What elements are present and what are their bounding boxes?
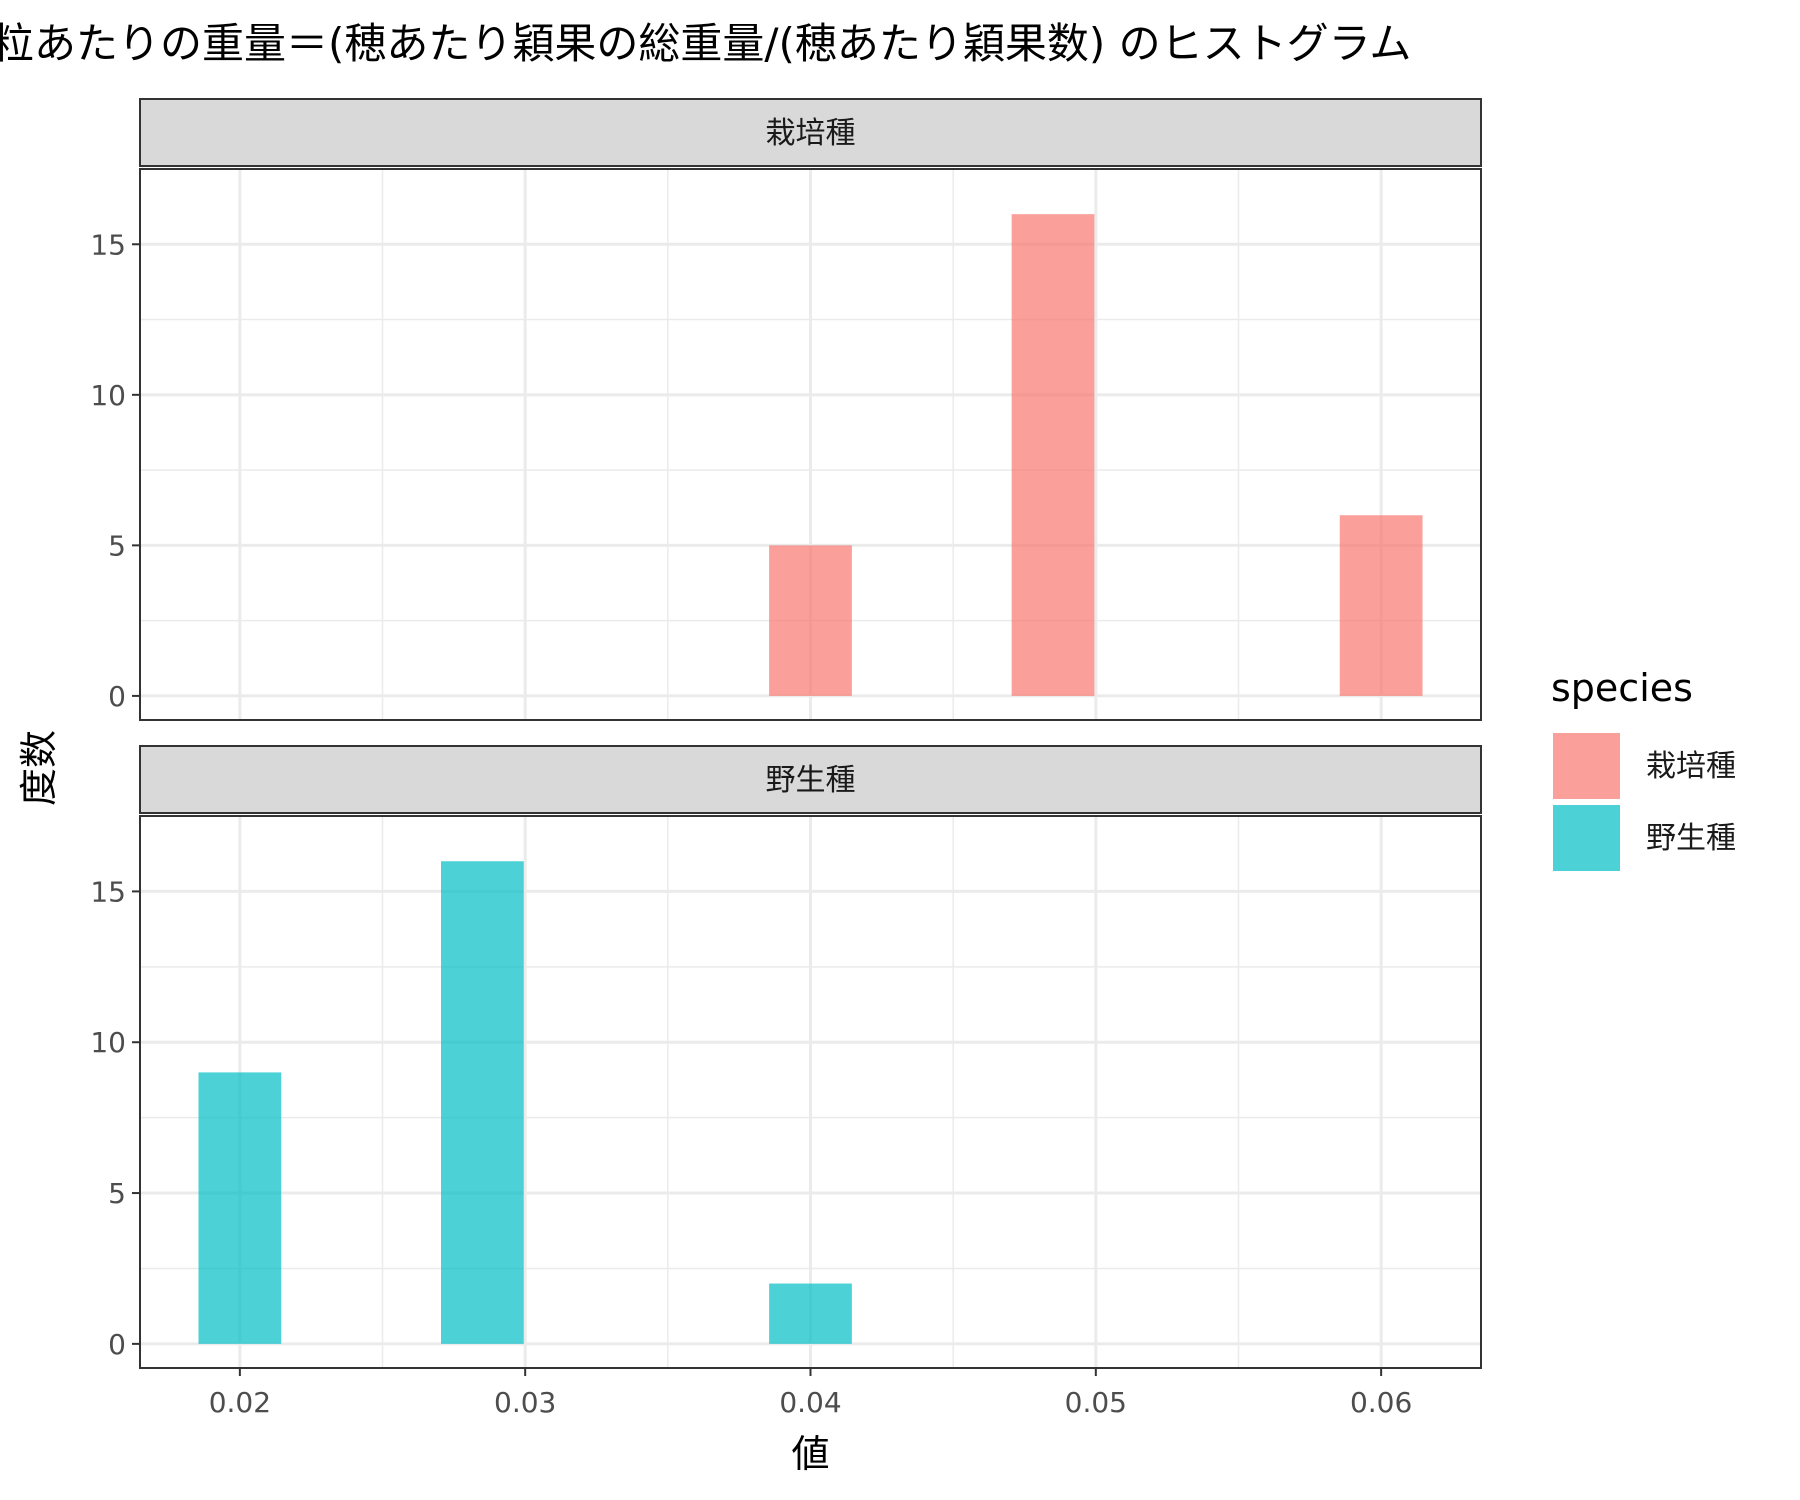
x-tick-label: 0.03 [494, 1386, 556, 1419]
x-axis: 0.02 0.03 0.04 0.05 0.06 [209, 1368, 1412, 1419]
bars [198, 861, 852, 1344]
legend-label-cultivated: 栽培種 [1646, 749, 1736, 784]
x-axis-title: 値 [791, 1432, 829, 1476]
y-tick-label: 15 [90, 875, 126, 908]
x-tick-label: 0.05 [1065, 1386, 1127, 1419]
x-tick-label: 0.02 [209, 1386, 271, 1419]
histogram-bar [441, 861, 524, 1344]
histogram-bar [769, 545, 852, 696]
legend-title: species [1551, 666, 1693, 710]
legend: species 栽培種 野生種 [1551, 666, 1736, 871]
panel-wild: 野生種 0 5 10 15 [90, 745, 1482, 1369]
y-tick-label: 15 [90, 228, 126, 261]
strip-label: 栽培種 [766, 116, 856, 151]
strip-label: 野生種 [766, 763, 856, 798]
y-tick-label: 10 [90, 379, 126, 412]
histogram-bar [1011, 214, 1095, 696]
y-tick-label: 0 [108, 1328, 126, 1361]
strip-background [139, 98, 1482, 167]
bars [769, 214, 1423, 696]
y-tick-label: 5 [108, 1177, 126, 1210]
chart-title: 粒あたりの重量＝(穂あたり穎果の総重量/(穂あたり穎果数) のヒストグラム [0, 19, 1411, 68]
legend-label-wild: 野生種 [1646, 821, 1736, 856]
strip-background [139, 745, 1482, 814]
y-tick-label: 0 [108, 680, 126, 713]
legend-key-wild [1553, 805, 1620, 871]
grid [140, 169, 1481, 720]
y-tick-label: 10 [90, 1026, 126, 1059]
y-tick-label: 5 [108, 529, 126, 562]
x-tick-label: 0.06 [1350, 1386, 1412, 1419]
y-axis-title: 度数 [17, 730, 61, 806]
histogram-bar [1339, 515, 1423, 696]
y-axis: 0 5 10 15 [90, 875, 140, 1361]
histogram-bar [198, 1072, 282, 1344]
panel-border [139, 168, 1482, 721]
y-axis: 0 5 10 15 [90, 228, 140, 713]
x-tick-label: 0.04 [779, 1386, 841, 1419]
legend-key-cultivated [1553, 733, 1620, 799]
histogram-bar [769, 1283, 852, 1344]
panel-cultivated: 栽培種 0 5 10 15 [90, 98, 1482, 721]
